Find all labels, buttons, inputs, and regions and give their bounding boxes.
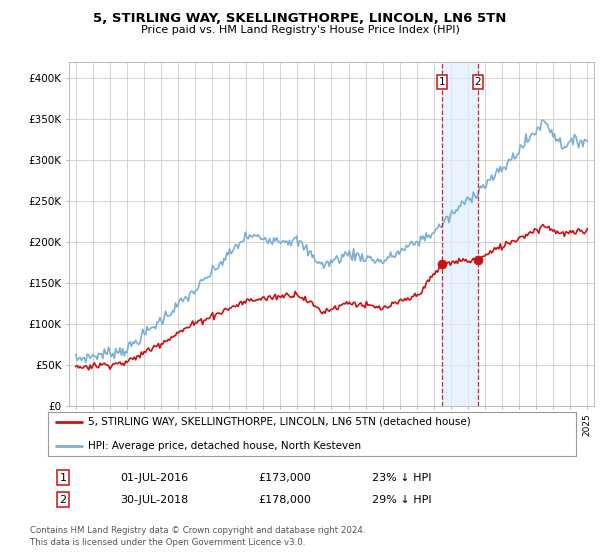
Text: 5, STIRLING WAY, SKELLINGTHORPE, LINCOLN, LN6 5TN: 5, STIRLING WAY, SKELLINGTHORPE, LINCOLN…	[94, 12, 506, 25]
Text: 2: 2	[475, 77, 481, 87]
Text: 01-JUL-2016: 01-JUL-2016	[120, 473, 188, 483]
Text: Contains HM Land Registry data © Crown copyright and database right 2024.
This d: Contains HM Land Registry data © Crown c…	[30, 526, 365, 547]
Text: HPI: Average price, detached house, North Kesteven: HPI: Average price, detached house, Nort…	[88, 441, 361, 451]
Text: 2: 2	[59, 494, 67, 505]
Text: £173,000: £173,000	[258, 473, 311, 483]
Text: Price paid vs. HM Land Registry's House Price Index (HPI): Price paid vs. HM Land Registry's House …	[140, 25, 460, 35]
Bar	[442, 62, 478, 406]
Text: 30-JUL-2018: 30-JUL-2018	[120, 494, 188, 505]
Text: £178,000: £178,000	[258, 494, 311, 505]
Text: 1: 1	[59, 473, 67, 483]
Text: 23% ↓ HPI: 23% ↓ HPI	[372, 473, 431, 483]
Text: 1: 1	[439, 77, 446, 87]
Text: 5, STIRLING WAY, SKELLINGTHORPE, LINCOLN, LN6 5TN (detached house): 5, STIRLING WAY, SKELLINGTHORPE, LINCOLN…	[88, 417, 470, 427]
Text: 29% ↓ HPI: 29% ↓ HPI	[372, 494, 431, 505]
